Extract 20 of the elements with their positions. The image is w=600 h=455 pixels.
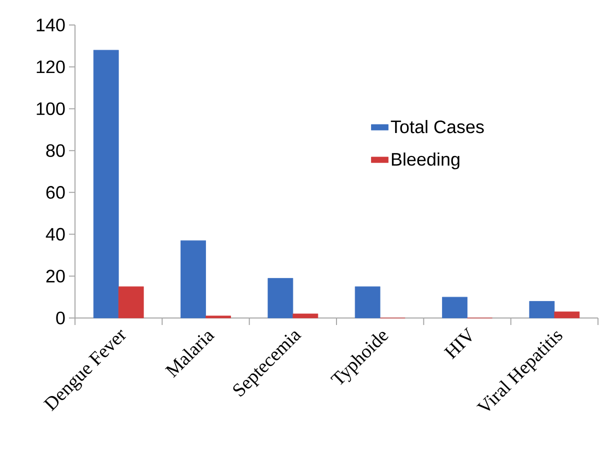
- bar: [118, 286, 144, 318]
- bar: [442, 296, 468, 318]
- bar: [529, 301, 555, 318]
- y-tick-label: 140: [36, 18, 65, 32]
- y-tick-label: 40: [46, 228, 65, 241]
- bar: [554, 312, 580, 318]
- bar: [292, 314, 318, 318]
- y-tick-label: 20: [46, 270, 65, 283]
- y-tick-label: 0: [56, 312, 65, 324]
- y-tick-label: 60: [46, 186, 65, 199]
- bar: [180, 240, 206, 318]
- y-tick-label: 80: [46, 144, 65, 157]
- legend-label: Bleeding: [392, 152, 460, 170]
- y-tick-label: 120: [36, 60, 65, 74]
- y-tick-label: 100: [36, 102, 65, 116]
- bar: [354, 286, 380, 318]
- bar: [206, 316, 231, 318]
- legend-label: Total Cases: [390, 120, 484, 134]
- bar: [268, 278, 294, 318]
- bar: [93, 50, 119, 318]
